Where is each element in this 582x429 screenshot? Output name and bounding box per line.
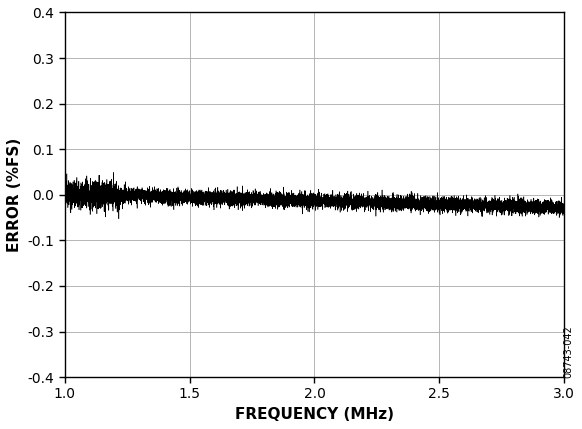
Text: 08743-042: 08743-042 xyxy=(563,325,573,378)
X-axis label: FREQUENCY (MHz): FREQUENCY (MHz) xyxy=(235,407,394,422)
Y-axis label: ERROR (%FS): ERROR (%FS) xyxy=(7,138,22,252)
